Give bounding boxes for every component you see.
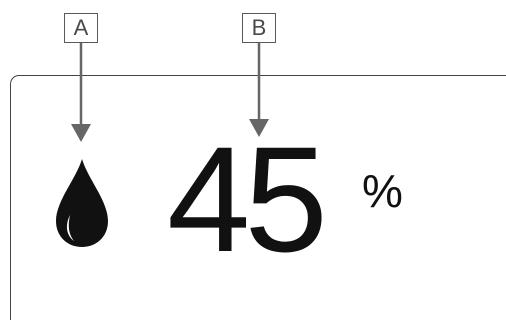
callout-label-b: B [242, 13, 276, 43]
humidity-unit: % [362, 165, 403, 217]
water-drop-icon [56, 159, 108, 247]
humidity-value: 45 [167, 115, 328, 283]
callout-label-a: A [64, 13, 98, 43]
